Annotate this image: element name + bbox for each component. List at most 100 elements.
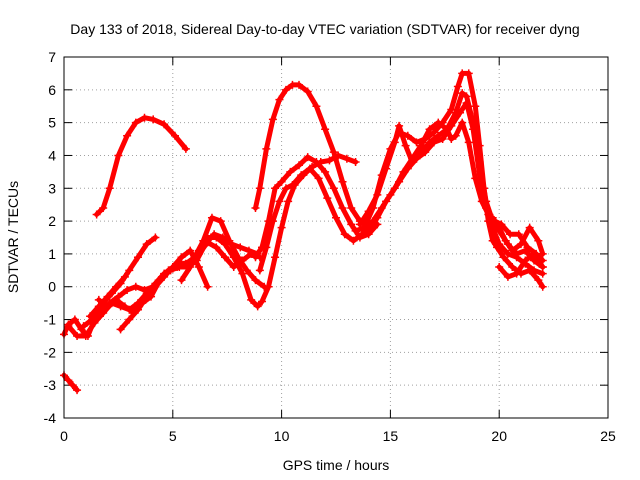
y-tick-label: 3: [48, 180, 56, 196]
data-point: [255, 266, 264, 275]
data-point: [349, 236, 358, 245]
data-point: [447, 105, 456, 114]
data-point: [216, 217, 225, 226]
data-point: [271, 184, 280, 193]
data-point: [142, 240, 151, 249]
data-point: [355, 220, 364, 229]
data-point: [477, 197, 486, 206]
series-trace: [61, 372, 80, 393]
data-point: [523, 243, 532, 252]
data-point: [295, 80, 304, 89]
data-point: [338, 177, 347, 186]
series-track-2: [92, 113, 190, 219]
data-point: [275, 197, 284, 206]
data-point: [116, 325, 125, 334]
data-point: [186, 246, 195, 255]
data-point: [271, 253, 280, 262]
data-point: [281, 85, 290, 94]
data-point: [120, 272, 129, 281]
data-point: [469, 125, 478, 134]
data-point: [312, 158, 321, 167]
data-point: [382, 197, 391, 206]
data-point: [242, 266, 251, 275]
y-tick-label: 7: [48, 49, 56, 65]
data-point: [451, 131, 460, 140]
data-point: [177, 276, 186, 285]
data-point: [131, 282, 140, 291]
data-point: [125, 315, 134, 324]
x-axis-label: GPS time / hours: [283, 457, 390, 473]
series-trace: [490, 215, 546, 257]
y-tick-label: 6: [48, 82, 56, 98]
data-point: [177, 253, 186, 262]
data-point: [538, 263, 547, 272]
series-track-1: [60, 371, 82, 395]
data-point: [264, 282, 273, 291]
data-point: [253, 302, 262, 311]
data-point: [534, 276, 543, 285]
data-point: [275, 95, 284, 104]
data-point: [329, 184, 338, 193]
data-point: [194, 246, 203, 255]
y-tick-label: -2: [44, 344, 57, 360]
data-point: [412, 138, 421, 147]
data-point: [390, 138, 399, 147]
data-point: [425, 125, 434, 134]
data-point: [508, 263, 517, 272]
data-point: [538, 282, 547, 291]
data-point: [303, 87, 312, 96]
data-point: [395, 121, 404, 130]
data-point: [488, 213, 497, 222]
data-point: [447, 121, 456, 130]
x-tick-label: 25: [600, 428, 616, 444]
data-point: [203, 282, 212, 291]
data-point: [123, 131, 132, 140]
series-track-12: [255, 164, 375, 275]
data-point: [73, 331, 82, 340]
y-axis-ticks: -4 -3 -2 -1 0 1 2 3 4 5 6 7: [44, 49, 608, 426]
data-point: [221, 253, 230, 262]
data-point: [64, 376, 73, 385]
data-point: [297, 171, 306, 180]
data-point: [458, 118, 467, 127]
data-point: [262, 243, 271, 252]
data-point: [203, 233, 212, 242]
data-point: [258, 297, 267, 306]
data-point: [495, 263, 504, 272]
data-point: [151, 282, 160, 291]
data-point: [456, 108, 465, 117]
data-point: [530, 266, 539, 275]
data-point: [303, 153, 312, 162]
data-point: [181, 144, 190, 153]
data-point: [338, 203, 347, 212]
data-point: [105, 299, 114, 308]
data-point: [251, 203, 260, 212]
data-point: [442, 125, 451, 134]
y-tick-label: 1: [48, 246, 56, 262]
data-point: [514, 230, 523, 239]
data-point: [251, 276, 260, 285]
data-point: [251, 253, 260, 262]
data-point: [277, 223, 286, 232]
data-point: [103, 292, 112, 301]
data-point: [86, 312, 95, 321]
data-point: [499, 253, 508, 262]
data-point: [512, 269, 521, 278]
data-point: [464, 69, 473, 78]
data-point: [133, 305, 142, 314]
data-point: [262, 144, 271, 153]
data-point: [325, 156, 334, 165]
data-point: [512, 253, 521, 262]
data-point: [329, 148, 338, 157]
data-point: [120, 302, 129, 311]
data-point: [364, 226, 373, 235]
data-point: [105, 184, 114, 193]
y-tick-label: -1: [44, 312, 57, 328]
data-point: [207, 213, 216, 222]
data-point: [471, 102, 480, 111]
data-point: [351, 226, 360, 235]
data-point: [382, 164, 391, 173]
data-point: [495, 240, 504, 249]
data-point: [506, 230, 515, 239]
data-point: [503, 249, 512, 258]
